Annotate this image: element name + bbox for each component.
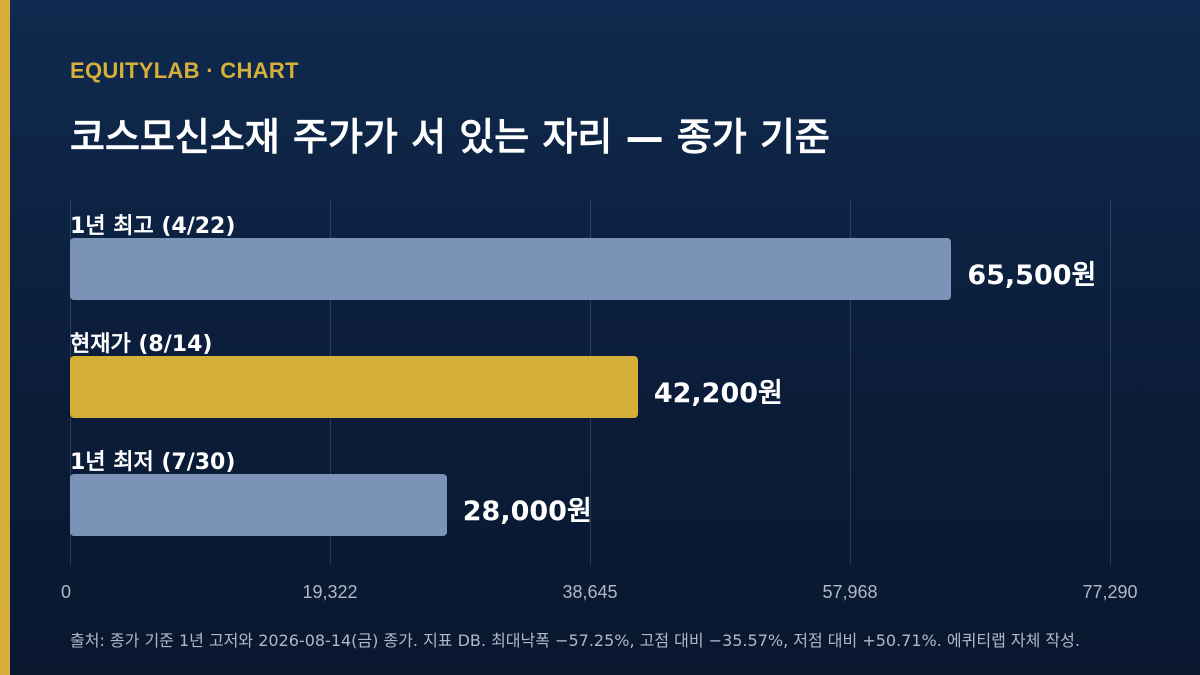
bar xyxy=(70,356,638,418)
bar-value-label: 42,200원 xyxy=(653,378,783,409)
x-gridline xyxy=(1110,200,1111,565)
x-tick-label: 38,645 xyxy=(562,582,618,602)
category-label: 현재가 (8/14) xyxy=(70,332,213,357)
x-tick-label: 57,968 xyxy=(822,582,878,602)
x-gridline xyxy=(850,200,851,565)
bar-value-label: 65,500원 xyxy=(967,260,1097,291)
category-label: 1년 최고 (4/22) xyxy=(70,214,236,239)
x-tick-label: 0 xyxy=(60,582,72,602)
accent-stripe xyxy=(0,0,10,675)
x-tick-label: 77,290 xyxy=(1082,582,1138,602)
chart-title: 코스모신소재 주가가 서 있는 자리 — 종가 기준 xyxy=(70,115,830,159)
category-label: 1년 최저 (7/30) xyxy=(70,450,236,475)
brand-label: EQUITYLAB · CHART xyxy=(70,58,299,83)
source-footnote: 출처: 종가 기준 1년 고저와 2026-08-14(금) 종가. 지표 DB… xyxy=(70,631,1080,650)
bar xyxy=(70,474,447,536)
x-tick-label: 19,322 xyxy=(302,582,358,602)
bar xyxy=(70,238,952,300)
bar-value-label: 28,000원 xyxy=(462,496,592,527)
